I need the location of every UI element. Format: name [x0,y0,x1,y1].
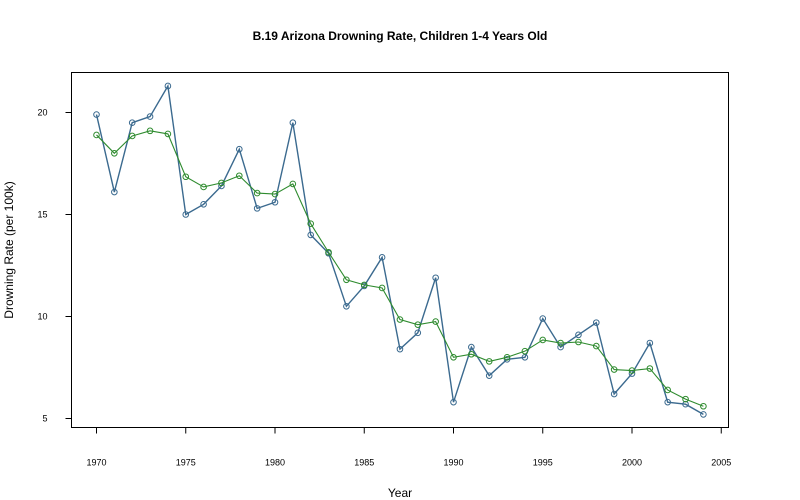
data-point [646,365,654,372]
data-point [271,198,279,206]
plot-frame [71,72,729,428]
data-point [450,354,457,361]
data-point [700,402,707,410]
data-point [575,331,582,339]
data-point [325,248,332,256]
data-point [432,274,439,282]
data-point [396,345,404,353]
data-point [682,395,689,403]
data-point [218,179,225,187]
data-point [200,201,207,208]
data-point [539,336,547,344]
data-point [468,343,475,351]
data-point [111,188,118,196]
data-point [164,130,172,138]
x-tick-label: 2005 [711,458,731,468]
x-tick-label: 1995 [533,458,553,468]
data-point [236,172,243,180]
data-point [557,339,564,347]
data-point [128,132,136,140]
data-point [396,316,404,323]
data-point [503,356,511,363]
chart-title: B.19 Arizona Drowning Rate, Children 1-4… [253,29,548,43]
data-point [253,189,261,197]
data-point [236,145,243,153]
data-point [360,281,368,289]
x-tick-label: 1990 [443,458,463,468]
data-point [307,231,315,239]
data-point [432,318,439,325]
data-point [521,347,529,355]
data-point [164,82,172,90]
data-point [700,411,707,418]
y-tick-label: 20 [37,108,47,118]
data-point [146,127,154,135]
data-point [610,366,618,373]
x-axis: 1970 1975 1980 1985 1990 1995 2000 2005 [86,427,731,468]
data-point [378,284,386,292]
data-point [664,398,672,406]
x-axis-label: Year [388,486,412,500]
data-point [343,276,350,284]
x-tick-label: 1975 [176,458,196,468]
data-point [289,119,297,126]
x-tick-label: 1970 [86,458,106,468]
data-point [200,183,207,191]
data-point [450,398,457,406]
data-point [93,131,100,139]
data-point [664,386,672,394]
data-point [468,350,475,358]
data-point [414,329,422,337]
data-point [628,367,636,374]
data-point [343,303,350,310]
data-point [93,111,100,118]
data-point [610,390,618,398]
data-point [307,220,315,227]
data-point [485,372,493,379]
x-tick-label: 1985 [354,458,374,468]
data-point [182,173,190,181]
data-point [485,358,493,365]
y-tick-label: 10 [37,312,47,322]
data-point [557,343,564,351]
data-point [521,354,529,361]
data-point [414,321,422,328]
series-line [96,130,704,407]
x-tick-label: 2000 [622,458,642,468]
data-point [378,254,386,261]
data-point [289,180,297,188]
data-point [253,205,261,212]
data-point [182,211,190,218]
y-tick-label: 5 [42,414,47,424]
series-layer [93,82,707,418]
data-point [503,354,511,361]
data-point [271,190,279,198]
data-point [539,315,547,322]
x-tick-label: 1980 [265,458,285,468]
series-2 [93,127,707,410]
y-tick-label: 15 [37,210,47,220]
data-point [593,319,600,326]
y-axis: 5 10 15 20 [37,108,72,424]
data-point [111,150,118,157]
series-1 [93,82,707,418]
data-point [646,339,654,347]
data-point [575,338,582,346]
data-point [593,342,600,350]
y-axis-label: Drowning Rate (per 100k) [2,181,16,318]
series-line [95,83,704,416]
data-point [128,119,136,126]
data-point [146,113,154,120]
